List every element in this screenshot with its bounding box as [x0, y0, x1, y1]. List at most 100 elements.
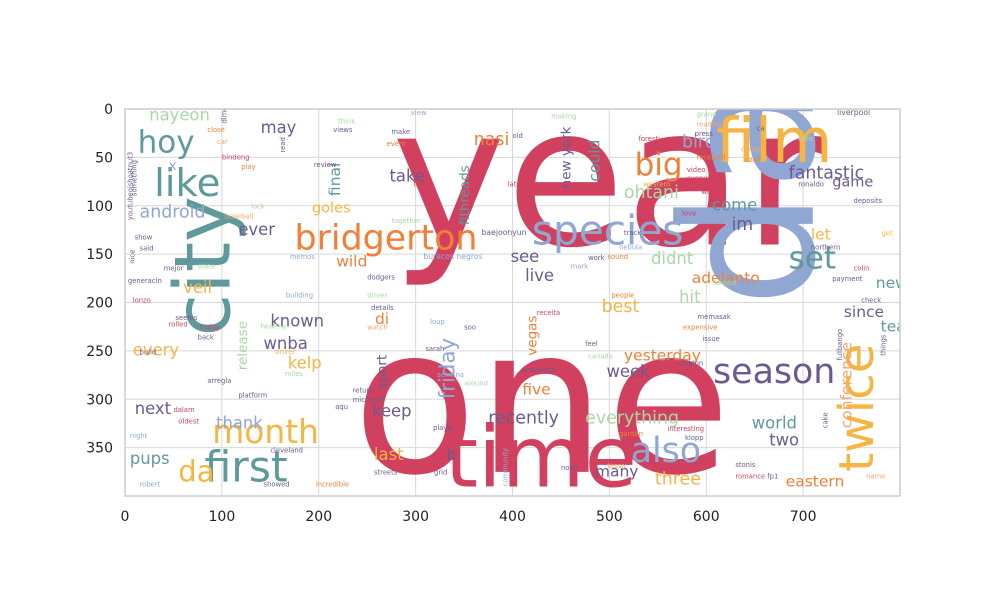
cloud-word: world: [752, 413, 797, 432]
cloud-word: twice: [829, 343, 885, 471]
cloud-word: di: [375, 310, 389, 328]
x-tick-label: 100: [209, 509, 236, 525]
cloud-word: last: [374, 445, 404, 464]
cloud-word: player: [433, 424, 455, 432]
cloud-word: think: [338, 118, 355, 126]
cloud-word: review: [314, 161, 337, 169]
cloud-word: wild: [336, 253, 367, 271]
cloud-word: forestj: [638, 135, 660, 143]
cloud-word: bridgerton: [295, 218, 478, 258]
cloud-word: im: [731, 215, 753, 235]
cloud-word: fp1: [767, 473, 778, 481]
cloud-word: oldest: [178, 417, 199, 425]
cloud-word: take: [389, 167, 424, 186]
cloud-word: thank: [216, 413, 263, 432]
cloud-word: people: [611, 292, 634, 300]
cloud-word: time: [445, 408, 637, 507]
x-tick-label: 400: [499, 509, 526, 525]
cloud-word: loup: [430, 318, 445, 326]
cloud-word: community: [502, 448, 510, 486]
cloud-word: incredible: [316, 480, 349, 488]
cloud-word: event: [387, 140, 407, 148]
cloud-word: best: [602, 297, 640, 317]
cloud-word: view: [411, 109, 427, 117]
cloud-word: come: [712, 196, 757, 215]
cloud-word: game: [832, 174, 873, 190]
y-tick-label: 50: [95, 150, 113, 166]
cloud-word: check: [861, 297, 881, 305]
cloud-word: video: [687, 166, 706, 174]
cloud-word: watch: [367, 324, 387, 332]
cloud-word: may: [261, 118, 297, 137]
cloud-word: microsoft: [353, 396, 385, 404]
cloud-word: state: [198, 263, 215, 271]
cloud-word: lonzo: [133, 297, 151, 305]
cloud-word: semana: [437, 371, 464, 379]
cloud-word: old: [513, 132, 523, 140]
cloud-word: big: [635, 147, 683, 183]
cloud-word: deposits: [854, 197, 883, 205]
cloud-word: interesting: [668, 425, 705, 433]
cloud-word: nice: [129, 250, 137, 264]
cloud-word: recently: [488, 408, 559, 428]
cloud-word: next: [135, 399, 172, 418]
cloud-word: film: [716, 105, 832, 177]
cloud-word: known: [270, 312, 324, 331]
cloud-word: three: [655, 469, 701, 489]
cloud-word: grand: [697, 111, 717, 119]
cloud-word: western: [643, 180, 670, 188]
cloud-word: building: [286, 292, 313, 300]
cloud-word: many: [595, 463, 639, 481]
cloud-word: da: [178, 454, 214, 488]
cloud-word: generacin: [128, 277, 162, 285]
y-tick-label: 350: [86, 441, 113, 457]
cloud-word: stonis: [735, 461, 756, 469]
cloud-word: night: [130, 432, 148, 440]
grid-lines: [124, 108, 900, 496]
cloud-word: conference: [838, 342, 856, 428]
cloud-word: android: [140, 202, 206, 222]
cloud-word: ever: [238, 220, 275, 239]
cloud-word: nebula: [619, 243, 642, 251]
cloud-word: buracos negros: [423, 252, 482, 261]
cloud-word: sarah: [425, 345, 444, 353]
cloud-word: didnt: [651, 249, 694, 268]
cloud-word: since: [844, 303, 884, 321]
cloud-word: new york: [559, 126, 575, 188]
cloud-word: arregla: [207, 377, 231, 385]
cloud-word: payment: [832, 275, 863, 283]
cloud-word: veil: [183, 278, 212, 297]
cloud-word: dalam: [173, 406, 195, 414]
cloud-word: making: [551, 113, 576, 121]
cloud-word: live: [525, 266, 554, 285]
cloud-word: details: [371, 304, 394, 312]
cloud-word: species: [532, 206, 684, 254]
cloud-word: driver: [275, 348, 295, 356]
cloud-word: friday: [435, 338, 460, 399]
cloud-word: said: [140, 244, 154, 252]
cloud-word: robert: [140, 480, 161, 488]
cloud-word: hit: [679, 288, 701, 307]
cloud-word: reading: [697, 120, 723, 128]
cloud-word: together: [391, 217, 420, 225]
cloud-word: cleveland: [270, 446, 303, 454]
cloud-word: mejor: [164, 265, 184, 273]
plot-frame: [124, 108, 901, 497]
x-tick-label: 300: [402, 509, 429, 525]
cloud-word: get: [882, 230, 893, 238]
cloud-word: make: [391, 128, 410, 136]
cloud-word: one: [353, 283, 731, 520]
cloud-word: vegas: [525, 316, 541, 356]
cloud-word: goles: [312, 201, 351, 217]
cloud-word: memasak: [698, 313, 731, 321]
cloud-word: could: [586, 140, 604, 182]
cloud-word: close: [207, 126, 225, 134]
cloud-word: pups: [130, 449, 170, 468]
cloud-word: love: [682, 209, 696, 217]
cloud-word: late: [508, 180, 521, 188]
cloud-word: nayeon: [149, 106, 210, 125]
cloud-word: colin: [854, 265, 870, 273]
cloud-word: month: [212, 412, 319, 451]
cloud-word: tessa: [607, 462, 625, 470]
cloud-word: day: [643, 0, 857, 307]
